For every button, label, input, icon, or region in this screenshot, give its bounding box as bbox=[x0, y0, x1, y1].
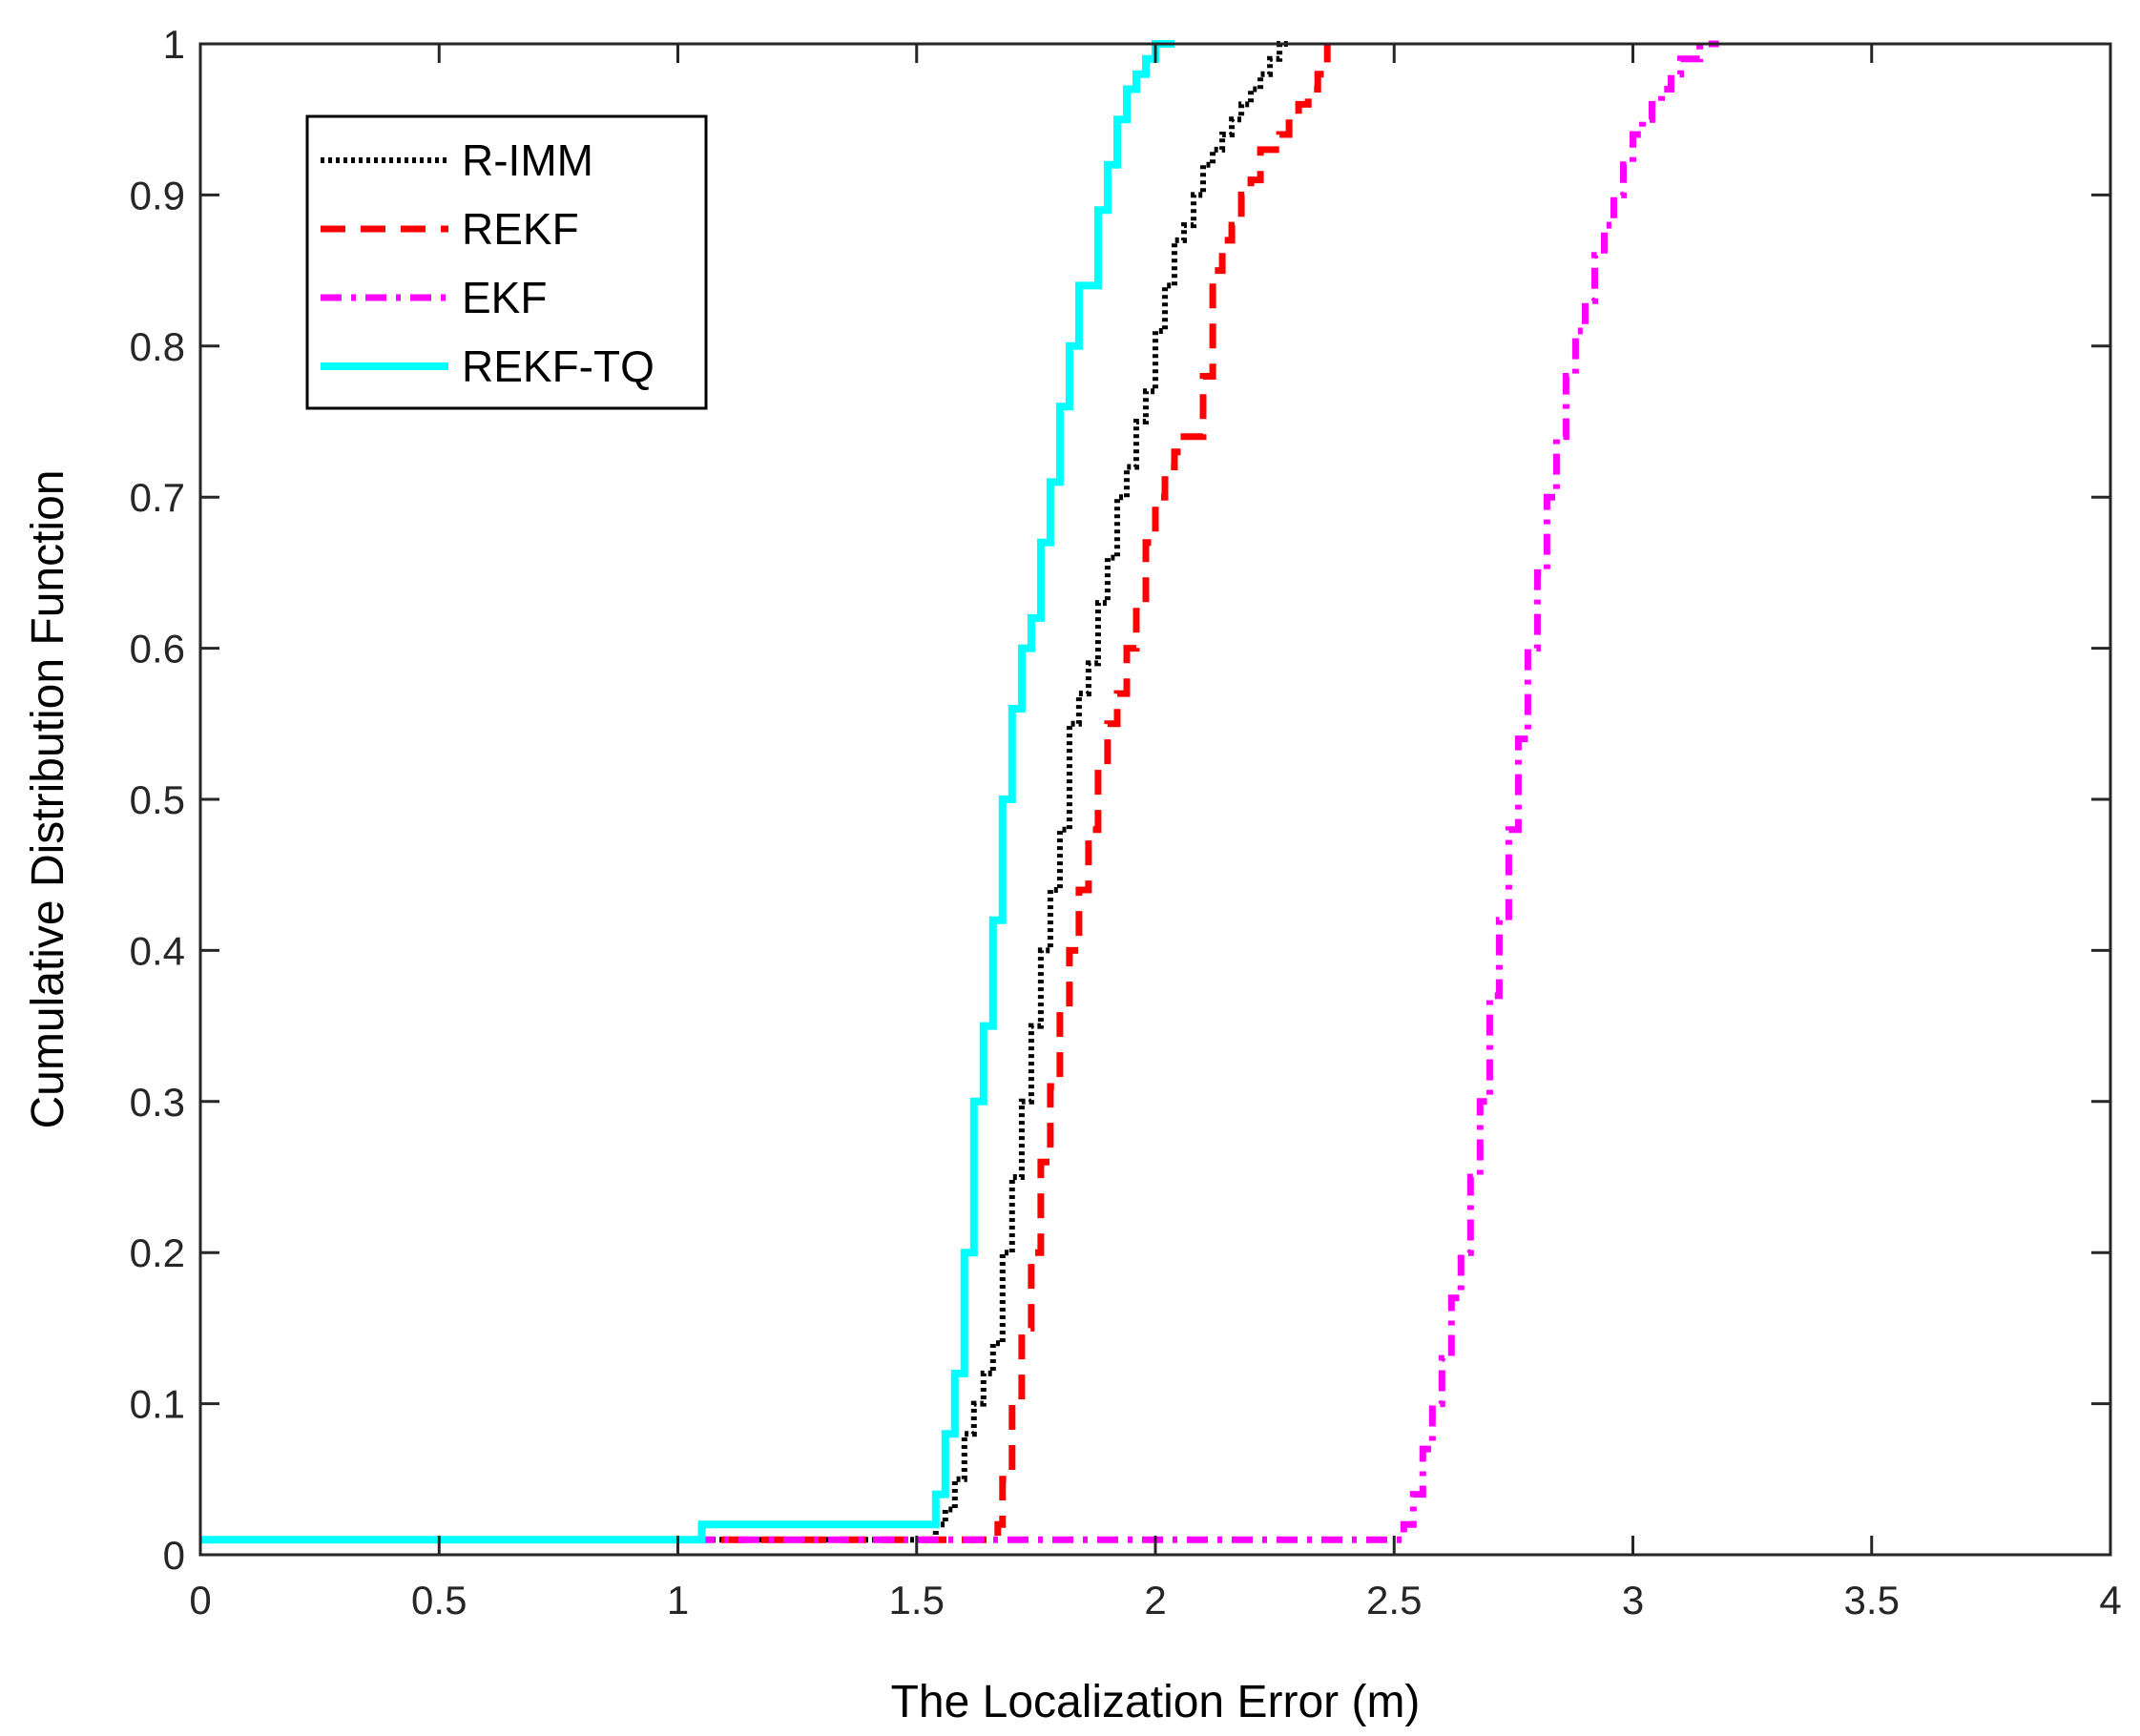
series-line-ekf bbox=[200, 40, 1719, 1543]
y-axis-title: Cumulative Distribution Function bbox=[23, 470, 73, 1129]
y-tick-label: 0.7 bbox=[130, 475, 185, 520]
y-tick-label: 0.1 bbox=[130, 1382, 185, 1427]
x-tick-label: 3 bbox=[1622, 1578, 1644, 1622]
x-tick-label: 4 bbox=[2099, 1578, 2121, 1622]
x-tick-label: 0.5 bbox=[411, 1578, 467, 1622]
x-tick-label: 2 bbox=[1144, 1578, 1166, 1622]
legend-label-rekf-tq: REKF-TQ bbox=[462, 341, 654, 391]
x-tick-label: 2.5 bbox=[1366, 1578, 1422, 1622]
tick-layer: 0 0.5 1 1.5 2 2.5 3 3.5 4 0 0.1 0.2 0.3 0.4 0.5 0.6 0.7 0… bbox=[130, 22, 2122, 1622]
y-tick-label: 0 bbox=[163, 1533, 185, 1578]
y-tick-label: 0.9 bbox=[130, 173, 185, 217]
y-tick-label: 0.4 bbox=[130, 928, 185, 973]
series-line-r-imm bbox=[200, 41, 1290, 1543]
x-tick-label: 1.5 bbox=[889, 1578, 945, 1622]
legend-label-rekf: REKF bbox=[462, 204, 579, 254]
y-tick-label: 0.6 bbox=[130, 627, 185, 672]
y-tick-label: 0.2 bbox=[130, 1230, 185, 1275]
series-layer bbox=[200, 40, 1719, 1544]
series-line-rekf bbox=[200, 44, 1331, 1543]
x-tick-label: 1 bbox=[667, 1578, 689, 1622]
legend-label-ekf: EKF bbox=[462, 273, 547, 322]
y-tick-label: 1 bbox=[163, 22, 185, 67]
legend-label-r-imm: R-IMM bbox=[462, 135, 593, 185]
legend-box bbox=[305, 114, 708, 410]
x-tick-label: 0 bbox=[189, 1578, 211, 1622]
y-tick-label: 0.5 bbox=[130, 777, 185, 822]
legend: R-IMM REKF EKF REKF-TQ bbox=[305, 114, 708, 410]
x-axis-title: The Localization Error (m) bbox=[891, 1677, 1421, 1727]
y-tick-label: 0.8 bbox=[130, 324, 185, 369]
series-line-rekf-tq bbox=[200, 40, 1174, 1544]
y-tick-label: 0.3 bbox=[130, 1080, 185, 1125]
x-tick-label: 3.5 bbox=[1844, 1578, 1900, 1622]
